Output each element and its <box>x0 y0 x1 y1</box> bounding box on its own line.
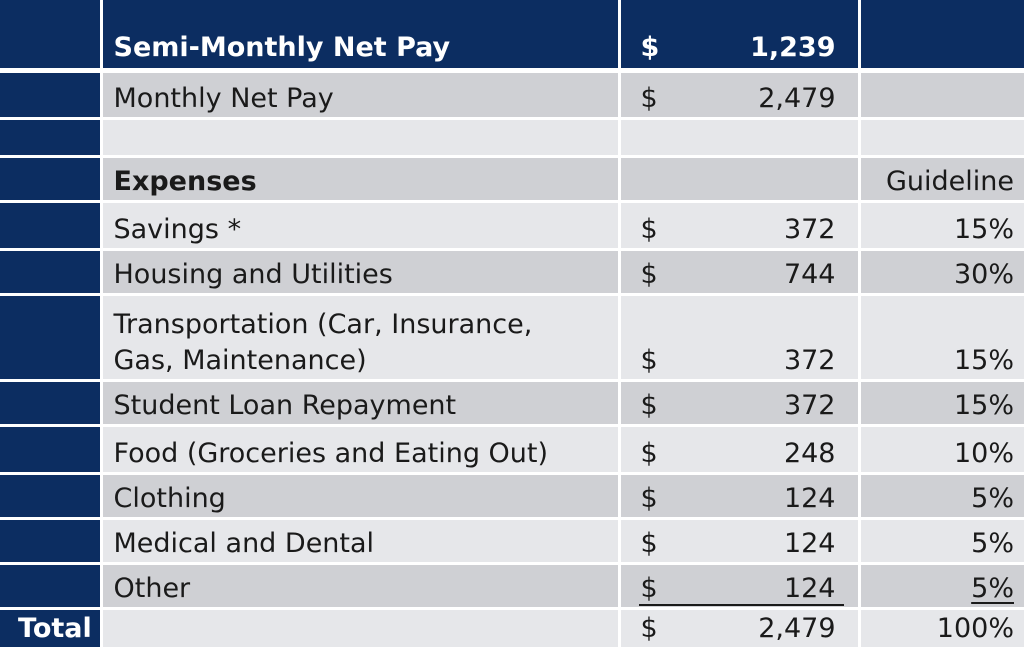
expense-label: Medical and Dental <box>101 518 621 565</box>
side-cell <box>0 294 103 382</box>
side-cell <box>0 0 103 73</box>
expense-currency: $ <box>640 344 658 376</box>
expense-guideline: 10% <box>859 425 1024 475</box>
expense-row-food: Food (Groceries and Eating Out) $ 248 10… <box>0 425 1024 475</box>
budget-table: Semi-Monthly Net Pay $ 1,239 Monthly Net… <box>0 0 1024 650</box>
expense-amount: 372 <box>783 213 836 245</box>
side-cell <box>0 473 103 520</box>
expense-guideline: 5% <box>859 563 1024 610</box>
spacer-row <box>0 118 1024 158</box>
side-cell <box>0 563 103 610</box>
monthly-empty <box>859 70 1024 120</box>
side-cell <box>0 249 103 296</box>
expense-guideline: 15% <box>859 380 1024 427</box>
expense-row-housing: Housing and Utilities $ 744 30% <box>0 249 1024 296</box>
expense-label: Savings * <box>101 201 621 251</box>
expense-amount: 744 <box>783 258 836 290</box>
total-amount: 2,479 <box>758 612 836 644</box>
expenses-header-row: Expenses Guideline <box>0 156 1024 203</box>
expense-label: Housing and Utilities <box>101 249 621 296</box>
total-currency: $ <box>640 612 658 644</box>
expense-amount: 372 <box>783 389 836 421</box>
expense-amount: 124 <box>783 482 836 514</box>
side-cell <box>0 70 103 120</box>
expense-guideline: 5% <box>859 518 1024 565</box>
semi-monthly-amount: 1,239 <box>750 31 836 63</box>
expense-currency: $ <box>640 572 658 604</box>
expense-row-student-loan: Student Loan Repayment $ 372 15% <box>0 380 1024 427</box>
monthly-label: Monthly Net Pay <box>101 70 621 120</box>
side-cell <box>0 118 103 158</box>
expense-row-clothing: Clothing $ 124 5% <box>0 473 1024 520</box>
side-cell <box>0 518 103 565</box>
expense-currency: $ <box>640 258 658 290</box>
monthly-currency: $ <box>640 82 658 114</box>
expense-guideline: 30% <box>859 249 1024 296</box>
expense-label: Food (Groceries and Eating Out) <box>101 425 621 475</box>
side-cell <box>0 425 103 475</box>
semi-monthly-label: Semi-Monthly Net Pay <box>101 0 621 73</box>
expense-currency: $ <box>640 437 658 469</box>
expense-amount: 372 <box>783 344 836 376</box>
side-cell <box>0 201 103 251</box>
expense-row-transportation: Transportation (Car, Insurance, Gas, Mai… <box>0 294 1024 382</box>
expense-currency: $ <box>640 482 658 514</box>
expense-label: Student Loan Repayment <box>101 380 621 427</box>
expense-label: Other <box>101 563 621 610</box>
expense-amount: 124 <box>783 572 836 604</box>
expense-currency: $ <box>640 527 658 559</box>
expense-row-other: Other $ 124 5% <box>0 563 1024 610</box>
total-label: Total <box>0 608 103 650</box>
semi-monthly-empty <box>859 0 1024 73</box>
guideline-heading: Guideline <box>859 156 1024 203</box>
expense-label: Transportation (Car, Insurance, Gas, Mai… <box>101 294 621 382</box>
monthly-value-cell: $ 2,479 <box>619 70 861 120</box>
expense-row-medical: Medical and Dental $ 124 5% <box>0 518 1024 565</box>
semi-monthly-value-cell: $ 1,239 <box>619 0 861 73</box>
total-row: Total $ 2,479 100% <box>0 608 1024 650</box>
expense-guideline: 5% <box>859 473 1024 520</box>
expense-guideline: 15% <box>859 294 1024 382</box>
expense-amount: 248 <box>783 437 836 469</box>
side-cell <box>0 380 103 427</box>
expenses-heading: Expenses <box>101 156 621 203</box>
semi-monthly-row: Semi-Monthly Net Pay $ 1,239 <box>0 0 1024 73</box>
expense-row-savings: Savings * $ 372 15% <box>0 201 1024 251</box>
total-guideline: 100% <box>859 608 1024 650</box>
monthly-row: Monthly Net Pay $ 2,479 <box>0 70 1024 120</box>
expense-currency: $ <box>640 213 658 245</box>
expense-guideline: 15% <box>859 201 1024 251</box>
monthly-amount: 2,479 <box>758 82 836 114</box>
side-cell <box>0 156 103 203</box>
semi-monthly-currency: $ <box>640 31 660 63</box>
expense-currency: $ <box>640 389 658 421</box>
expense-label: Clothing <box>101 473 621 520</box>
expense-amount: 124 <box>783 527 836 559</box>
